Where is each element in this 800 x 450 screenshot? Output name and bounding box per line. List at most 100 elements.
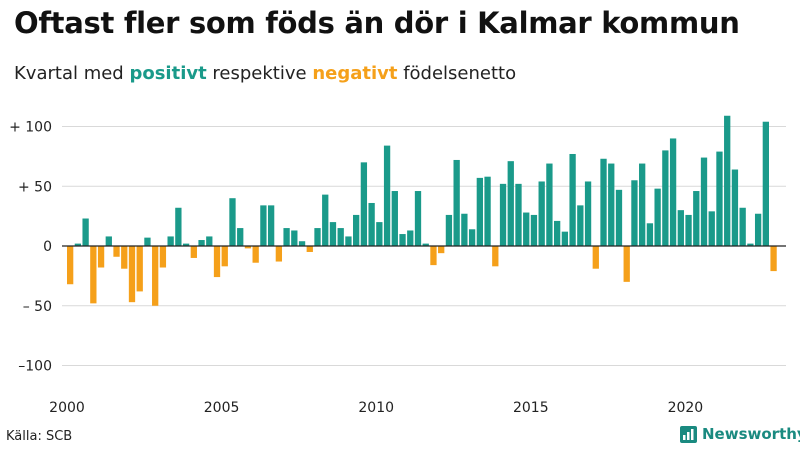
bar (623, 246, 630, 282)
bar (430, 246, 437, 266)
bar (677, 210, 684, 246)
bar (252, 246, 259, 263)
bar (322, 194, 329, 247)
bar (615, 189, 623, 246)
bar (190, 246, 197, 258)
subtitle-prefix: Kvartal med (14, 63, 130, 84)
bar (693, 191, 700, 246)
subtitle-suffix: födelsenetto (397, 63, 517, 84)
bar (74, 243, 82, 246)
bar (631, 180, 638, 246)
brand-logo: Newsworthy (680, 425, 800, 443)
bar (67, 246, 74, 285)
newsworthy-logo-icon (680, 425, 697, 443)
bar (600, 158, 607, 246)
bar (198, 240, 205, 247)
bar (213, 246, 221, 278)
bar (90, 246, 97, 304)
bar (136, 246, 143, 292)
bar (445, 214, 453, 246)
bar (739, 207, 746, 246)
bar (708, 211, 715, 246)
chart-title: Oftast fler som föds än dör i Kalmar kom… (14, 6, 740, 40)
x-tick-label: 2000 (49, 400, 85, 416)
bar (523, 212, 530, 246)
bar (182, 243, 190, 246)
bar (113, 246, 120, 257)
bar (662, 150, 669, 246)
bar (175, 207, 182, 246)
bar (128, 246, 136, 303)
bar (577, 205, 584, 246)
bar (337, 228, 344, 246)
bar (97, 246, 105, 268)
bar (306, 246, 313, 252)
bar (353, 214, 360, 246)
bar (716, 151, 723, 246)
x-tick-label: 2015 (513, 400, 549, 416)
source-note: Källa: SCB (6, 429, 73, 444)
bar (484, 176, 491, 246)
bar (515, 183, 522, 246)
bar (453, 159, 460, 246)
bar (553, 220, 561, 247)
bar (546, 163, 553, 246)
bar (399, 234, 406, 246)
bar (391, 191, 398, 246)
brand-name: Newsworthy (702, 425, 800, 443)
bar (159, 246, 167, 268)
bar (237, 228, 244, 246)
bar (507, 161, 514, 246)
y-tick-label: –100 (18, 359, 52, 375)
bar (167, 236, 174, 246)
bar (221, 246, 228, 267)
bar (345, 236, 352, 246)
bar (592, 246, 599, 269)
bar (283, 228, 290, 246)
subtitle-negative-word: negativt (312, 63, 398, 84)
bar (762, 121, 769, 246)
bar (654, 188, 661, 246)
bar (383, 145, 391, 246)
bar (105, 236, 112, 246)
bar (561, 231, 569, 246)
bar (275, 246, 283, 262)
bar (770, 246, 777, 272)
bar (669, 138, 677, 246)
subtitle-positive-word: positivt (129, 63, 207, 84)
bar (407, 230, 414, 247)
bar (82, 218, 89, 246)
bar (438, 246, 445, 254)
bar (360, 162, 368, 246)
y-tick-label: + 50 (18, 179, 52, 195)
bar (368, 202, 375, 246)
bar (314, 228, 321, 246)
bar (267, 205, 275, 246)
bar (685, 214, 692, 246)
bar (646, 223, 654, 246)
bar (152, 246, 159, 306)
x-tick-label: 2020 (668, 400, 704, 416)
bar (724, 115, 731, 246)
bar (754, 213, 762, 247)
y-tick-label: 0 (43, 239, 52, 255)
x-tick-label: 2010 (358, 400, 394, 416)
bar (700, 157, 708, 246)
y-tick-label: + 100 (9, 120, 52, 136)
bar (639, 163, 646, 246)
bar (329, 222, 337, 246)
bar (476, 177, 483, 246)
bar (747, 243, 754, 246)
bar (731, 169, 739, 246)
bar (530, 214, 538, 246)
subtitle-middle: respektive (206, 63, 313, 84)
bar (206, 236, 213, 246)
bar (260, 205, 267, 246)
bar (461, 213, 468, 247)
bar (422, 243, 429, 246)
bar (538, 181, 545, 246)
bar (291, 230, 298, 247)
x-tick-label: 2005 (204, 400, 240, 416)
y-tick-label: – 50 (23, 299, 52, 315)
